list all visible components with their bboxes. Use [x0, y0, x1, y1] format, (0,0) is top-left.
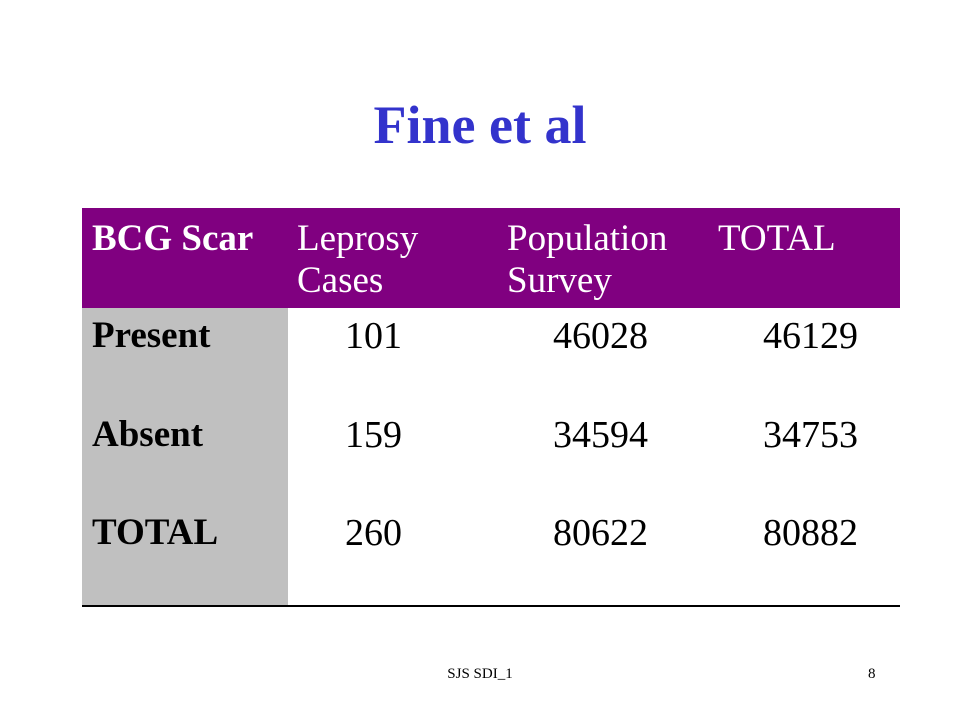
- header-cell: BCG Scar: [92, 218, 253, 260]
- cell-value: 101: [345, 315, 402, 357]
- row-label: Absent: [92, 414, 204, 455]
- page-number: 8: [868, 666, 876, 682]
- header-line: Population: [507, 218, 668, 259]
- header-line: BCG Scar: [92, 218, 254, 259]
- cell-value: 34753: [763, 414, 858, 456]
- table-rule: [82, 605, 900, 607]
- slide-title: Fine et al: [373, 95, 587, 155]
- row-label: TOTAL: [92, 512, 219, 553]
- header-line: Leprosy: [297, 218, 419, 259]
- header-cell: Population Survey: [507, 218, 667, 302]
- cell-value: 159: [345, 414, 402, 456]
- row-label: Present: [92, 315, 211, 356]
- cell-value: 80622: [553, 512, 648, 554]
- header-cell: TOTAL: [718, 218, 836, 260]
- label-column: [82, 308, 288, 606]
- header-line: Cases: [297, 260, 384, 301]
- cell-value: 34594: [553, 414, 648, 456]
- cell-value: 260: [345, 512, 402, 554]
- footer-text: SJS SDI_1: [447, 666, 513, 682]
- cell-value: 46028: [553, 315, 648, 357]
- header-band: [82, 208, 900, 308]
- cell-value: 46129: [763, 315, 858, 357]
- header-line: TOTAL: [718, 218, 836, 259]
- header-cell: Leprosy Cases: [297, 218, 418, 302]
- header-line: Survey: [507, 260, 612, 301]
- cell-value: 80882: [763, 512, 858, 554]
